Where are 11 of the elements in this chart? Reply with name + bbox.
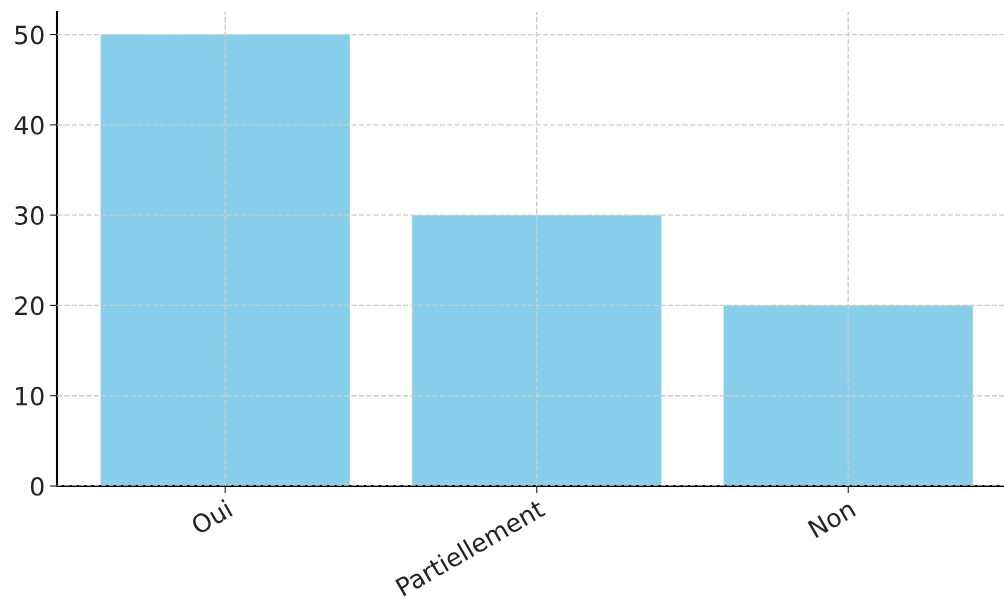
y-tick-label: 20 [15,296,44,316]
y-tick-label: 10 [16,386,44,406]
y-tick-label: 40 [14,115,44,135]
x-tick-label: Oui [189,498,233,536]
x-tick-label: Non [807,499,857,539]
bar [723,305,973,486]
bar [100,34,350,486]
y-tick-label: 0 [30,476,44,496]
y-tick-label: 50 [15,25,44,45]
y-tick-label: 30 [15,206,44,225]
bar [412,215,662,486]
